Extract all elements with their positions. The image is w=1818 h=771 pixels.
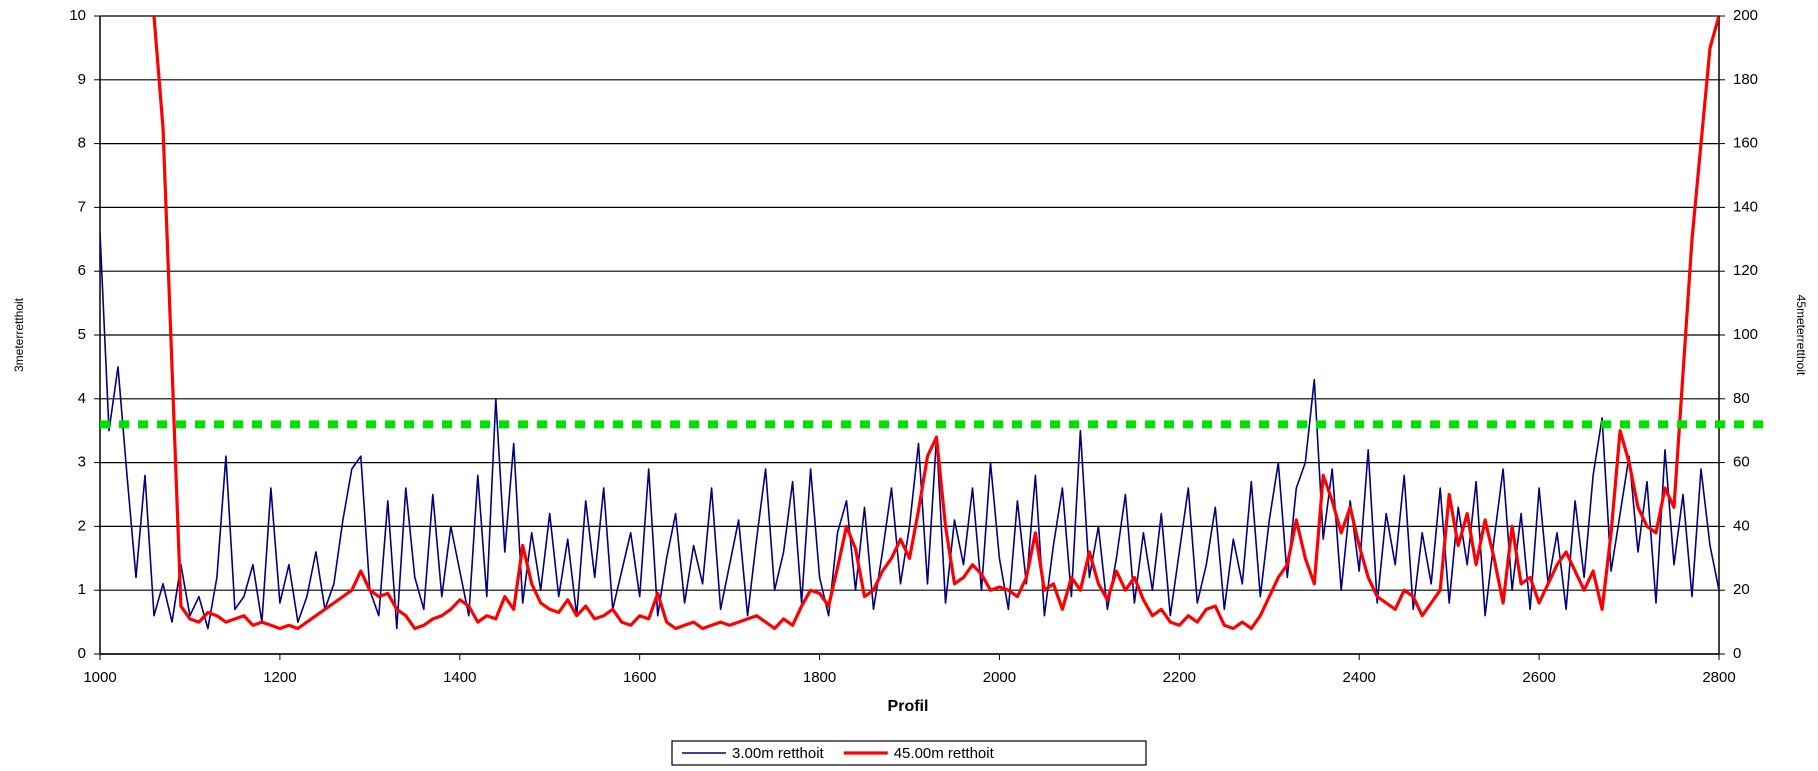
y-tick-label: 5 (78, 326, 86, 343)
y-tick-label: 10 (69, 7, 86, 24)
y2-tick-label: 160 (1733, 135, 1758, 152)
legend (671, 740, 1147, 766)
y-tick-label: 0 (78, 645, 86, 662)
x-tick-label: 2200 (1163, 669, 1196, 686)
y2-tick-label: 0 (1733, 645, 1741, 662)
y2-tick-label: 100 (1733, 326, 1758, 343)
legend-label: 3.00m retthoit (732, 745, 825, 762)
x-tick-label: 1200 (263, 669, 296, 686)
series-line (152, 16, 1719, 631)
y-tick-label: 2 (78, 517, 86, 534)
x-tick-label: 2800 (1702, 669, 1735, 686)
y-tick-label: 4 (78, 390, 86, 407)
y2-tick-label: 180 (1733, 71, 1758, 88)
x-tick-label: 1600 (623, 669, 656, 686)
series-line (100, 232, 1719, 630)
x-tick-label: 1400 (443, 669, 476, 686)
y-tick-label: 6 (78, 262, 86, 279)
y-tick-label: 9 (78, 71, 86, 88)
y-tick-label: 8 (78, 135, 86, 152)
y2-tick-label: 140 (1733, 198, 1758, 215)
y2-tick-label: 40 (1733, 517, 1750, 534)
x-tick-label: 2600 (1522, 669, 1555, 686)
y2-tick-label: 200 (1733, 7, 1758, 24)
x-axis-label: Profil (888, 698, 929, 715)
y-tick-label: 7 (78, 198, 86, 215)
y2-tick-label: 120 (1733, 262, 1758, 279)
y-tick-label: 1 (78, 581, 86, 598)
x-tick-label: 1800 (803, 669, 836, 686)
y2-tick-label: 60 (1733, 454, 1750, 471)
legend-label: 45.00m retthoit (894, 745, 995, 762)
x-tick-label: 2400 (1343, 669, 1376, 686)
plot-area (100, 16, 1719, 631)
y-axis-label: 3meterretthoit (12, 297, 26, 372)
y-tick-label: 3 (78, 454, 86, 471)
x-tick-label: 2000 (983, 669, 1016, 686)
y2-tick-label: 20 (1733, 581, 1750, 598)
y2-tick-label: 80 (1733, 390, 1750, 407)
y2-axis-label: 45meterretthoit (1794, 295, 1808, 376)
x-tick-label: 1000 (83, 669, 116, 686)
